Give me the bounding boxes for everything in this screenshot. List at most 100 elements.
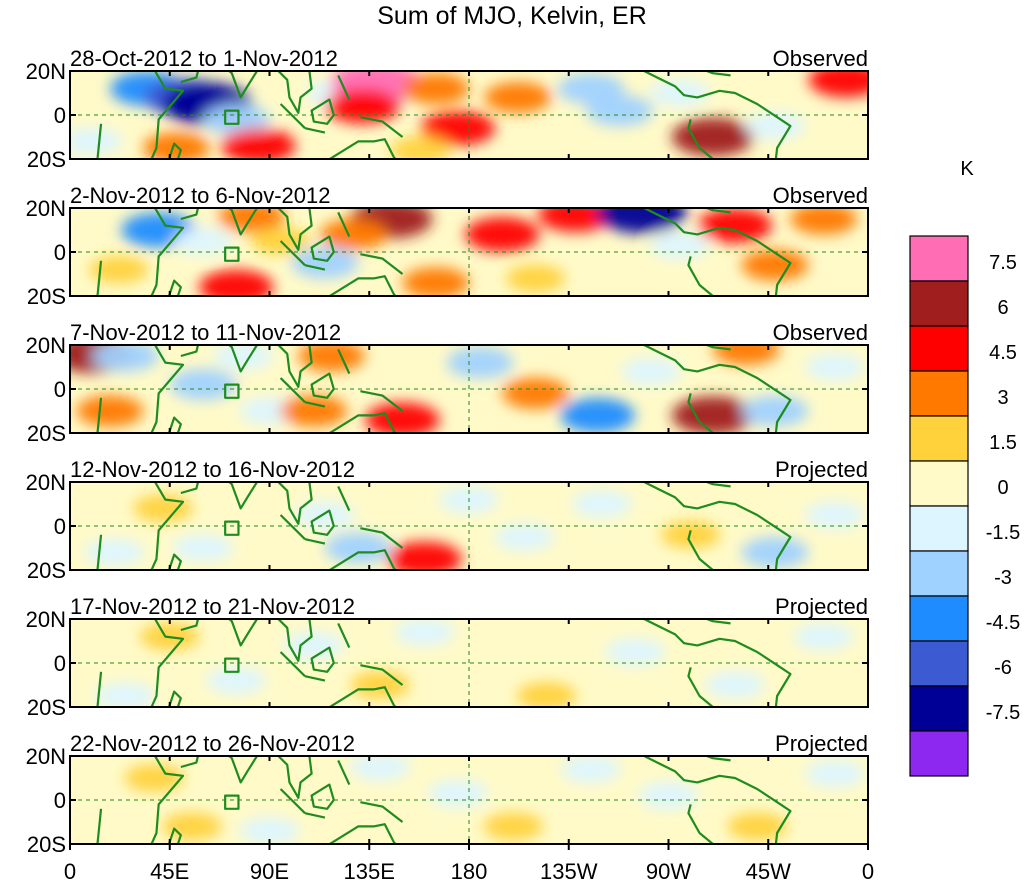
y-tick-label: 20S: [27, 558, 66, 583]
colorbar-swatch: [909, 415, 969, 462]
colorbar-tick-label: -7.5: [986, 702, 1020, 724]
anomaly-cells: [70, 345, 865, 433]
y-tick-label: 20N: [26, 607, 66, 632]
y-tick-label: 20N: [26, 470, 66, 495]
anomaly-cell: [202, 103, 270, 135]
y-tick-label: 20N: [26, 333, 66, 358]
borneo-outline: [310, 372, 335, 399]
colorbar-swatch: [909, 235, 969, 282]
coastlines: [96, 482, 792, 570]
anomaly-cell: [390, 136, 450, 159]
colorbar-swatch: [909, 460, 969, 507]
panel-period-label: 28-Oct-2012 to 1-Nov-2012: [70, 46, 338, 71]
anomaly-cell: [162, 812, 222, 841]
anomaly-cell: [295, 501, 355, 529]
south-america-west-coastline: [687, 530, 714, 570]
south-america-west-coastline: [687, 804, 714, 844]
colorbar-swatch: [909, 280, 969, 327]
colorbar-tick-label: 0: [997, 477, 1008, 499]
anomaly-cell: [199, 269, 274, 296]
anomaly-cell: [213, 345, 273, 370]
new-guinea-outline: [360, 390, 404, 412]
indochina-coastline: [276, 482, 313, 525]
panel-period-label: 7-Nov-2012 to 11-Nov-2012: [70, 320, 341, 345]
java-outline: [304, 538, 326, 545]
arabia-coastline: [180, 345, 200, 358]
africa-coastline: [150, 482, 185, 570]
java-outline: [304, 127, 326, 134]
panel-status-label: Observed: [773, 46, 868, 71]
sumatra-outline: [279, 377, 306, 403]
y-tick-label: 20S: [27, 147, 66, 172]
africa-west-coastline: [96, 534, 103, 570]
colorbar-tick-label: 1.5: [989, 432, 1017, 454]
indochina-coastline: [276, 71, 313, 114]
anomaly-cell: [218, 208, 286, 233]
anomaly-cell: [124, 764, 184, 792]
borneo-outline: [310, 509, 335, 536]
borneo-outline: [310, 98, 335, 125]
y-tick-label: 0: [54, 103, 66, 128]
anomaly-cell: [538, 208, 613, 232]
anomaly-cell: [790, 208, 858, 235]
y-tick-label: 20N: [26, 744, 66, 769]
y-tick-label: 0: [54, 514, 66, 539]
map-panel: 20N 0 20S 12-Nov-2012 to 16-Nov-2012 Project…: [26, 457, 869, 583]
africa-coastline: [150, 619, 185, 707]
colorbar-swatch: [909, 325, 969, 372]
x-tick-label: 90W: [646, 859, 691, 884]
philippines-outline: [337, 74, 351, 101]
africa-west-coastline: [96, 260, 103, 296]
colorbar: K 7.5 6 4.5 3 1.5 0 -1.5 -3 -4.5 -6 -7.5: [909, 158, 1020, 777]
panel-period-label: 12-Nov-2012 to 16-Nov-2012: [70, 457, 355, 482]
indochina-coastline: [276, 756, 313, 799]
colorbar-swatch: [909, 730, 969, 777]
java-outline: [304, 264, 326, 271]
anomaly-cell: [586, 95, 654, 127]
anomaly-cell: [741, 395, 809, 427]
americas-coastline: [641, 208, 792, 296]
colorbar-tick-label: 6: [997, 297, 1008, 319]
colorbar-tick-label: 7.5: [989, 252, 1017, 274]
x-tick-label: 0: [64, 859, 76, 884]
panel-status-label: Projected: [775, 731, 868, 756]
anomaly-cell: [173, 227, 233, 255]
new-guinea-outline: [360, 664, 404, 686]
anomaly-cell: [671, 117, 754, 157]
y-tick-label: 20S: [27, 832, 66, 857]
sumatra-outline: [279, 103, 306, 129]
anomaly-cell: [173, 534, 233, 562]
colorbar-tick-label: -1.5: [986, 522, 1020, 544]
coastlines: [96, 619, 792, 707]
panel-period-label: 22-Nov-2012 to 26-Nov-2012: [70, 731, 355, 756]
anomaly-cell: [324, 532, 392, 564]
anomaly-cell: [95, 682, 156, 707]
anomaly-cell: [446, 347, 514, 379]
maldives-box: [224, 383, 240, 399]
philippines-outline: [337, 759, 351, 786]
anomaly-cell: [483, 812, 544, 841]
anomaly-cell: [221, 128, 296, 159]
americas-coastline: [641, 619, 792, 707]
anomaly-cell: [605, 638, 665, 666]
anomaly-cell: [484, 81, 552, 113]
chart-title: Sum of MJO, Kelvin, ER: [377, 2, 647, 30]
maldives-box: [224, 246, 240, 262]
borneo-outline: [310, 646, 335, 673]
anomaly-cell: [705, 671, 765, 699]
anomaly-cell: [572, 490, 632, 518]
africa-west-coastline: [96, 671, 103, 707]
y-tick-label: 0: [54, 240, 66, 265]
java-outline: [304, 675, 326, 682]
anomaly-cell: [649, 79, 710, 107]
philippines-outline: [337, 485, 351, 512]
anomaly-cell: [638, 781, 699, 810]
maldives-box: [224, 657, 240, 673]
arabia-coastline: [180, 208, 200, 221]
anomaly-cell: [402, 73, 470, 105]
y-tick-label: 20N: [26, 196, 66, 221]
x-tick-label: 0: [862, 859, 874, 884]
borneo-outline: [310, 235, 335, 262]
y-tick-label: 20S: [27, 284, 66, 309]
anomaly-cell: [76, 395, 144, 427]
